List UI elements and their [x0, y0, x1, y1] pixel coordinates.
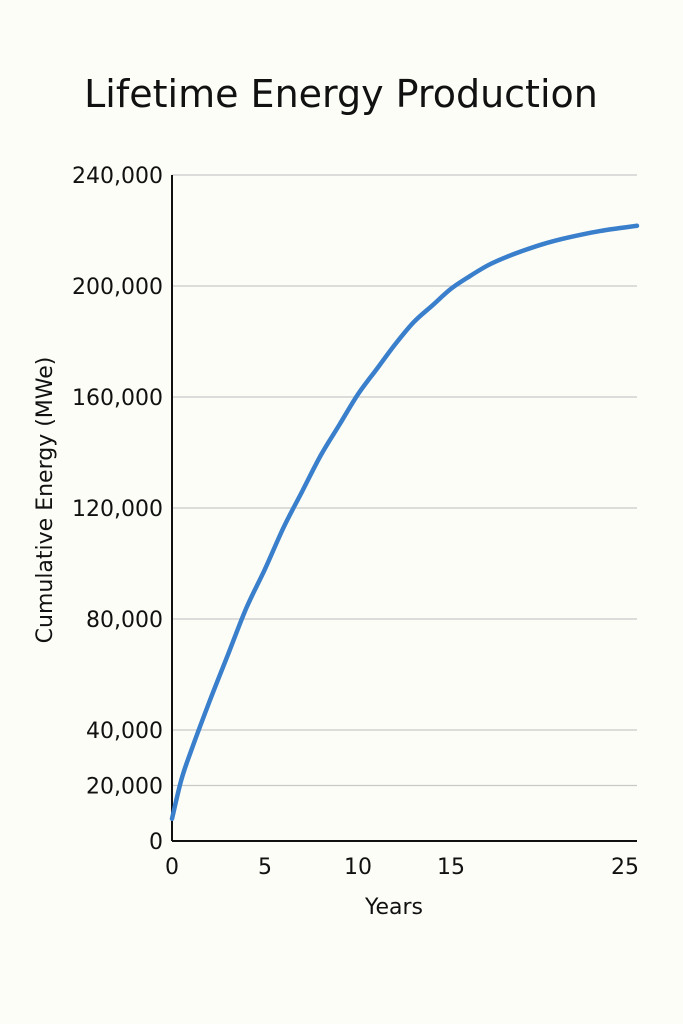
y-axis-label: Cumulative Energy (MWe): [33, 357, 58, 644]
y-tick-label: 160,000: [72, 386, 163, 411]
x-tick-label: 10: [344, 855, 372, 880]
x-tick-label: 25: [611, 855, 639, 880]
y-tick-label: 120,000: [72, 497, 163, 522]
y-tick-label: 40,000: [86, 719, 163, 744]
y-tick-label: 20,000: [86, 775, 163, 800]
x-tick-label: 5: [258, 855, 272, 880]
y-tick-label: 200,000: [72, 275, 163, 300]
x-axis-label: Years: [364, 895, 423, 920]
series-line: [169, 223, 640, 822]
chart-title: Lifetime Energy Production: [84, 72, 598, 116]
y-tick-label: 80,000: [86, 608, 163, 633]
y-tick-label: 240,000: [72, 164, 163, 189]
x-tick-label: 0: [165, 855, 179, 880]
y-tick-label: 0: [149, 830, 163, 855]
x-tick-label: 15: [437, 855, 465, 880]
